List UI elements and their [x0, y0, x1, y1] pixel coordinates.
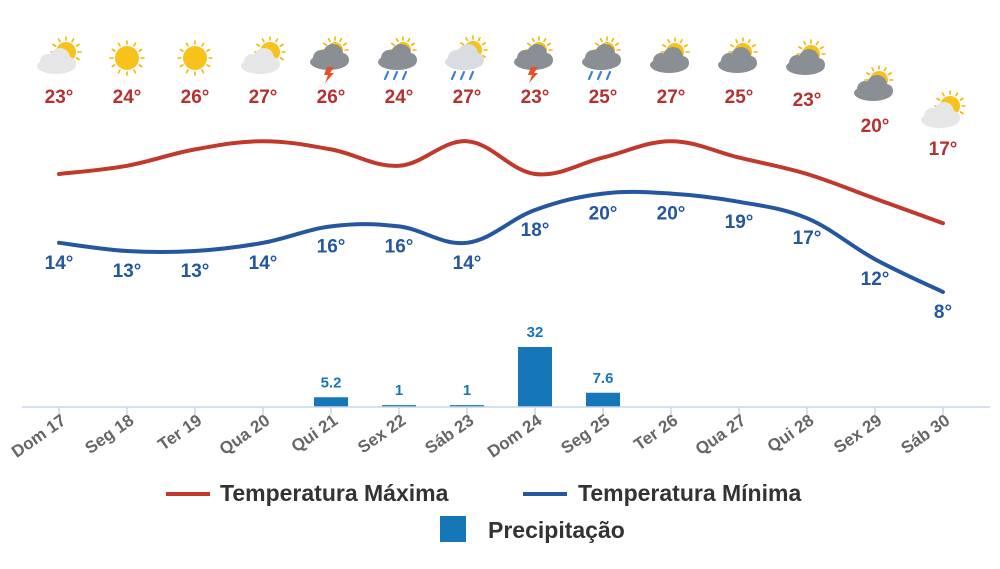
sun-icon	[177, 40, 213, 76]
precip-bar	[314, 397, 348, 407]
x-tick-label: Qua 27	[692, 411, 749, 459]
min-temp-label: 13°	[113, 261, 142, 282]
cloudy-sun-icon	[854, 65, 894, 101]
min-temp-label: 13°	[181, 261, 210, 282]
cloudy-sun-icon	[786, 39, 826, 75]
x-tick-label: Ter 19	[154, 411, 205, 455]
precipitation-bars: 5.2 1 1 32 7.6	[314, 324, 620, 407]
max-temp-label: 25°	[725, 87, 754, 108]
min-temp-label: 16°	[385, 236, 414, 257]
legend-precip-label: Precipitação	[488, 517, 625, 543]
x-tick-label: Sáb 30	[897, 411, 953, 458]
x-tick-label: Dom 17	[8, 411, 69, 462]
min-temp-label: 14°	[249, 253, 278, 274]
x-tick-label: Sáb 23	[421, 411, 477, 458]
rain-icon	[378, 36, 417, 81]
temperature-lines	[57, 139, 945, 294]
x-axis: Dom 17 Seg 18 Ter 19 Qua 20 Qui 21 Sex 22 Sáb …	[8, 406, 990, 462]
max-temp-label: 23°	[521, 87, 550, 108]
precip-bar	[450, 405, 484, 407]
min-temp-label: 8°	[934, 302, 952, 323]
precip-label: 1	[395, 382, 403, 399]
min-temp-label: 20°	[589, 204, 618, 225]
x-tick-label: Sex 22	[354, 411, 409, 457]
precip-bar	[586, 392, 620, 407]
max-temp-label: 20°	[861, 116, 890, 137]
sun-rain-icon	[445, 35, 488, 81]
min-temp-label: 12°	[861, 269, 890, 290]
x-tick-label: Dom 24	[484, 410, 546, 461]
max-temp-label: 27°	[453, 87, 482, 108]
legend: Temperatura Máxima Temperatura Mínima Pr…	[166, 480, 801, 543]
cloudy-sun-icon	[718, 37, 758, 73]
x-tick-label: Qui 28	[764, 411, 817, 456]
max-temp-line	[57, 139, 945, 226]
precip-label: 1	[463, 382, 471, 399]
precip-label: 32	[527, 324, 544, 341]
sun-icon	[109, 40, 145, 76]
weather-icons	[37, 35, 966, 128]
min-temp-label: 18°	[521, 220, 550, 241]
max-temp-label: 27°	[249, 87, 278, 108]
sun-cloud-icon	[921, 90, 966, 128]
rain-icon	[582, 36, 621, 81]
min-temp-label: 17°	[793, 228, 822, 249]
x-tick-label: Qua 20	[216, 411, 273, 459]
x-tick-label: Seg 25	[557, 411, 613, 458]
min-temp-line	[57, 189, 945, 294]
max-temp-label: 17°	[929, 139, 958, 160]
precip-bar	[518, 347, 552, 407]
min-temp-label: 14°	[45, 253, 74, 274]
x-tick-label: Qui 21	[288, 411, 341, 456]
max-temp-label: 25°	[589, 87, 618, 108]
max-temp-label: 23°	[793, 90, 822, 111]
sun-cloud-icon	[37, 36, 82, 74]
precip-label: 5.2	[321, 374, 342, 391]
thunderstorm-icon	[310, 36, 349, 83]
cloudy-sun-icon	[650, 37, 690, 73]
max-temp-label: 23°	[45, 87, 74, 108]
min-temp-label: 16°	[317, 236, 346, 257]
max-temp-label: 26°	[181, 87, 210, 108]
sun-cloud-icon	[241, 36, 286, 74]
max-temp-label: 24°	[385, 87, 414, 108]
precip-bar	[382, 405, 416, 407]
legend-min-label: Temperatura Mínima	[578, 480, 801, 506]
temperature-labels: 23° 24° 26° 27° 26° 24° 27° 23° 25° 27° 25° 23° 20° 1…	[45, 87, 958, 323]
precip-label: 7.6	[593, 370, 614, 387]
legend-precip-swatch	[440, 516, 466, 542]
x-tick-label: Sex 29	[830, 411, 885, 457]
max-temp-label: 26°	[317, 87, 346, 108]
legend-max-label: Temperatura Máxima	[220, 480, 449, 506]
thunderstorm-icon	[514, 36, 553, 83]
max-temp-label: 24°	[113, 87, 142, 108]
x-tick-label: Seg 18	[81, 411, 137, 458]
max-temp-label: 27°	[657, 87, 686, 108]
min-temp-label: 19°	[725, 212, 754, 233]
min-temp-label: 20°	[657, 204, 686, 225]
x-tick-label: Ter 26	[630, 411, 681, 455]
min-temp-label: 14°	[453, 253, 482, 274]
